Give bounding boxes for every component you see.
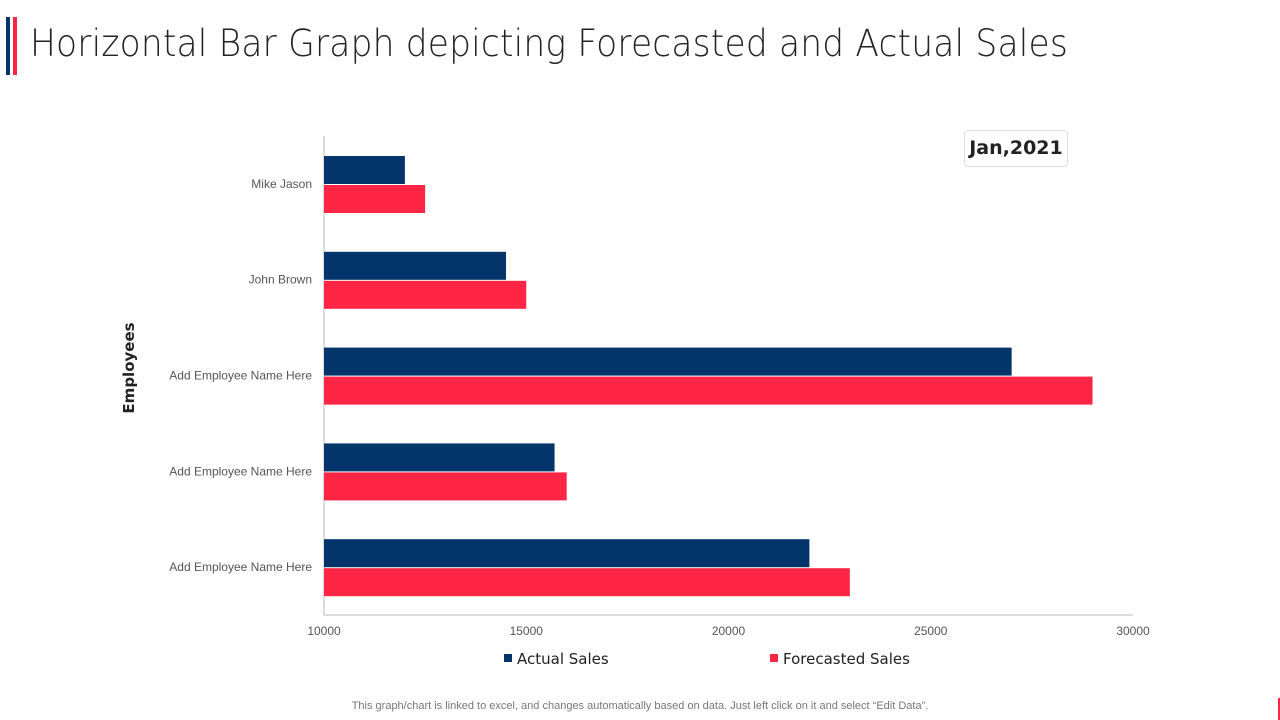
page-title: Horizontal Bar Graph depicting Forecaste… bbox=[30, 22, 1068, 65]
accent-bar-red bbox=[13, 17, 17, 75]
bar-actual bbox=[324, 251, 507, 280]
bar-forecast bbox=[324, 185, 426, 213]
category-label: Add Employee Name Here bbox=[169, 560, 312, 574]
legend-label: Actual Sales bbox=[517, 650, 609, 668]
category-label: Add Employee Name Here bbox=[169, 464, 312, 478]
footer-note: This graph/chart is linked to excel, and… bbox=[351, 700, 929, 712]
bar-forecast bbox=[324, 376, 1093, 405]
category-label: John Brown bbox=[249, 273, 312, 287]
x-tick-label: 30000 bbox=[1116, 624, 1150, 638]
corner-accent bbox=[1278, 698, 1280, 720]
y-axis-title: Employees bbox=[120, 322, 138, 413]
category-label: Mike Jason bbox=[251, 177, 312, 191]
bar-actual bbox=[324, 539, 810, 568]
bar-forecast bbox=[324, 280, 527, 309]
category-label: Add Employee Name Here bbox=[169, 369, 312, 383]
date-badge: Jan,2021 bbox=[964, 130, 1068, 167]
bar-actual bbox=[324, 347, 1012, 376]
bar-actual bbox=[324, 443, 555, 472]
legend-swatch-actual bbox=[504, 654, 512, 662]
x-tick-label: 15000 bbox=[510, 624, 544, 638]
accent-bar-blue bbox=[6, 17, 10, 75]
legend-swatch-forecast bbox=[770, 654, 778, 662]
legend-label: Forecasted Sales bbox=[783, 650, 910, 668]
bar-forecast bbox=[324, 568, 850, 597]
bar-forecast bbox=[324, 472, 567, 501]
bar-actual bbox=[324, 156, 405, 184]
x-tick-label: 25000 bbox=[914, 624, 948, 638]
x-tick-label: 10000 bbox=[307, 624, 341, 638]
x-tick-label: 20000 bbox=[712, 624, 746, 638]
